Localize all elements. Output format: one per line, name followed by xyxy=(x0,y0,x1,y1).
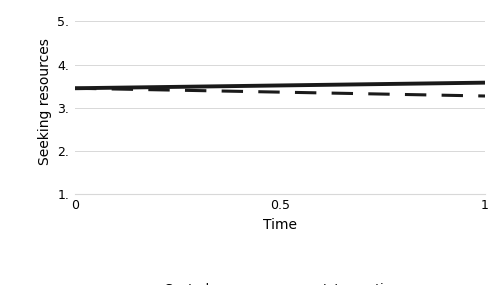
Y-axis label: Seeking resources: Seeking resources xyxy=(38,38,52,165)
Legend: Control group, Intervention group: Control group, Intervention group xyxy=(116,278,444,285)
X-axis label: Time: Time xyxy=(263,218,297,232)
